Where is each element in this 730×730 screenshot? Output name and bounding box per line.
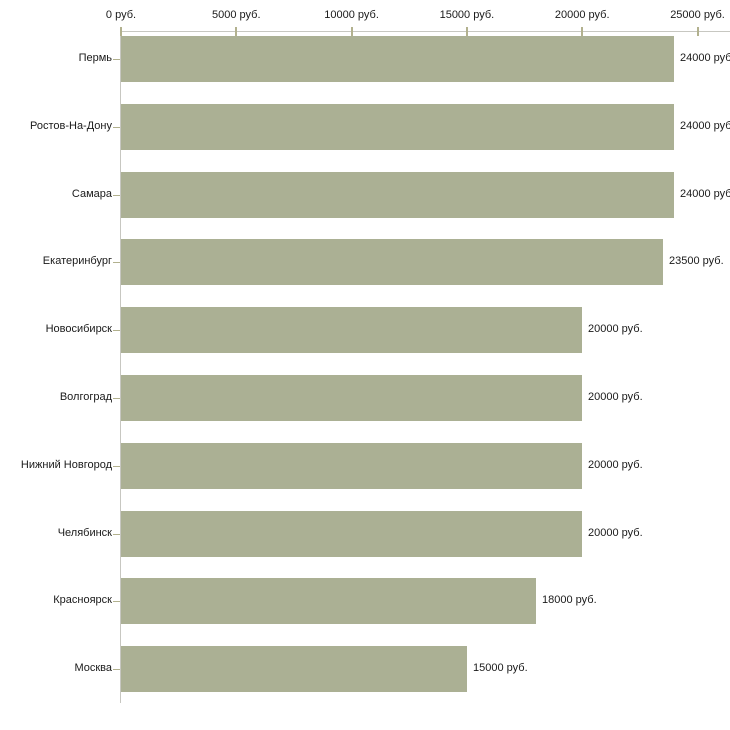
x-axis-tick-label: 25000 руб. [670,9,725,21]
x-axis-tick-label: 5000 руб. [212,9,261,21]
bar-8 [121,511,582,557]
bar-10 [121,646,467,692]
bar-3 [121,172,674,218]
x-axis-tick [465,27,468,36]
value-label: 20000 руб. [588,323,643,335]
bar-4 [121,239,663,285]
category-label: Ростов-На-Дону [29,120,112,132]
x-axis-line [120,31,730,32]
category-label: Волгоград [59,391,112,403]
x-axis-tick-label: 10000 руб. [324,9,379,21]
y-axis-tick [113,262,120,263]
y-axis-tick [113,127,120,128]
x-axis-tick-label: 0 руб. [105,9,137,21]
y-axis-tick [113,601,120,602]
bar-7 [121,443,582,489]
category-label: Самара [71,188,112,200]
value-label: 20000 руб. [588,527,643,539]
category-label: Москва [74,662,112,674]
category-label: Новосибирск [45,323,112,335]
bar-9 [121,578,536,624]
y-axis-tick [113,59,120,60]
value-label: 24000 руб. [680,188,730,200]
y-axis-tick [113,398,120,399]
category-label: Красноярск [53,594,112,606]
y-axis-tick [113,330,120,331]
bar-6 [121,375,582,421]
category-label: Пермь [78,52,112,64]
value-label: 15000 руб. [473,662,528,674]
y-axis-tick [113,466,120,467]
x-axis-tick-label: 20000 руб. [554,9,610,21]
y-axis-tick [113,195,120,196]
y-axis-tick [113,669,120,670]
category-label: Екатеринбург [42,255,112,267]
x-axis-tick [235,27,238,36]
x-axis-tick [120,27,122,36]
value-label: 20000 руб. [588,391,643,403]
bar-5 [121,307,582,353]
x-axis-tick [696,27,699,36]
y-axis-line [120,31,121,703]
value-label: 24000 руб. [680,120,730,132]
y-axis-tick [113,534,120,535]
x-axis-tick [350,27,353,36]
bar-1 [121,36,674,82]
category-label: Челябинск [57,527,112,539]
value-label: 20000 руб. [588,459,643,471]
value-label: 24000 руб. [680,52,730,64]
value-label: 18000 руб. [542,594,597,606]
x-axis-tick [581,27,584,36]
x-axis-tick-label: 15000 руб. [439,9,495,21]
category-label: Нижний Новгород [20,459,112,471]
value-label: 23500 руб. [669,255,724,267]
bar-2 [121,104,674,150]
